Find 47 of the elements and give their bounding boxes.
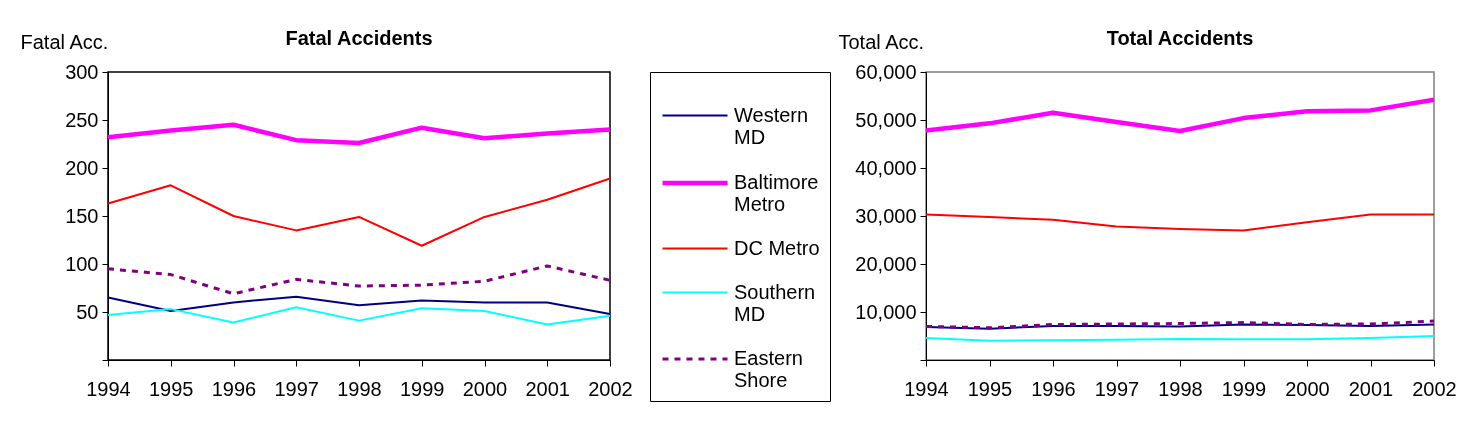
legend-label: Eastern Shore (734, 347, 803, 391)
line-series (925, 213, 1435, 232)
chart-title: Total Accidents (1106, 27, 1254, 49)
legend-label: Baltimore Metro (734, 171, 819, 215)
x-tick-label: 1999 (400, 377, 445, 400)
line-series (107, 306, 611, 326)
x-tick-label: 2002 (588, 377, 633, 400)
x-tick-label: 2002 (1412, 377, 1457, 400)
y-tick-label: 60,000 (855, 60, 917, 83)
x-tick-label: 2000 (462, 377, 508, 400)
y-tick-label: 100 (65, 252, 99, 275)
x-tick-label: 1994 (86, 377, 131, 400)
line-series (107, 177, 611, 247)
x-tick-label: 1995 (967, 377, 1013, 400)
x-tick-label: 1995 (149, 377, 194, 400)
x-tick-label: 2001 (525, 377, 570, 400)
x-tick-label: 2000 (1285, 377, 1330, 400)
y-tick-label: 200 (65, 156, 99, 179)
y-tick-label: 30,000 (855, 204, 917, 227)
line-series (105, 122, 613, 146)
x-tick-label: 2001 (1348, 377, 1394, 400)
y-tick-label: 10,000 (855, 300, 917, 323)
x-tick-label: 1996 (1031, 377, 1076, 400)
x-tick-label: 1998 (337, 377, 382, 400)
y-tick-label: 250 (65, 108, 99, 131)
y-tick-label: 50,000 (855, 108, 917, 131)
legend-label: Western MD (734, 103, 809, 148)
line-series (107, 295, 611, 315)
y-tick-label: 20,000 (855, 252, 917, 275)
y-axis-title: Fatal Acc. (20, 30, 109, 53)
x-tick-label: 1999 (1221, 377, 1267, 400)
x-tick-label: 1996 (211, 377, 257, 400)
y-tick-label: 40,000 (855, 156, 917, 179)
y-tick-label: 300 (65, 60, 99, 83)
y-tick-label: 150 (65, 204, 99, 227)
legend-label: Southern MD (734, 280, 816, 325)
x-tick-label: 1997 (1094, 377, 1140, 400)
line-series (924, 319, 1436, 330)
x-tick-label: 1998 (1158, 377, 1203, 400)
line-series (923, 97, 1437, 134)
chart-title: Fatal Accidents (285, 27, 433, 49)
x-tick-label: 1994 (904, 377, 949, 400)
y-axis-title: Total Acc. (838, 30, 925, 53)
legend-label: DC Metro (734, 236, 820, 259)
y-tick-label: 50 (76, 300, 99, 323)
x-tick-label: 1997 (274, 377, 319, 400)
line-series (106, 264, 612, 296)
